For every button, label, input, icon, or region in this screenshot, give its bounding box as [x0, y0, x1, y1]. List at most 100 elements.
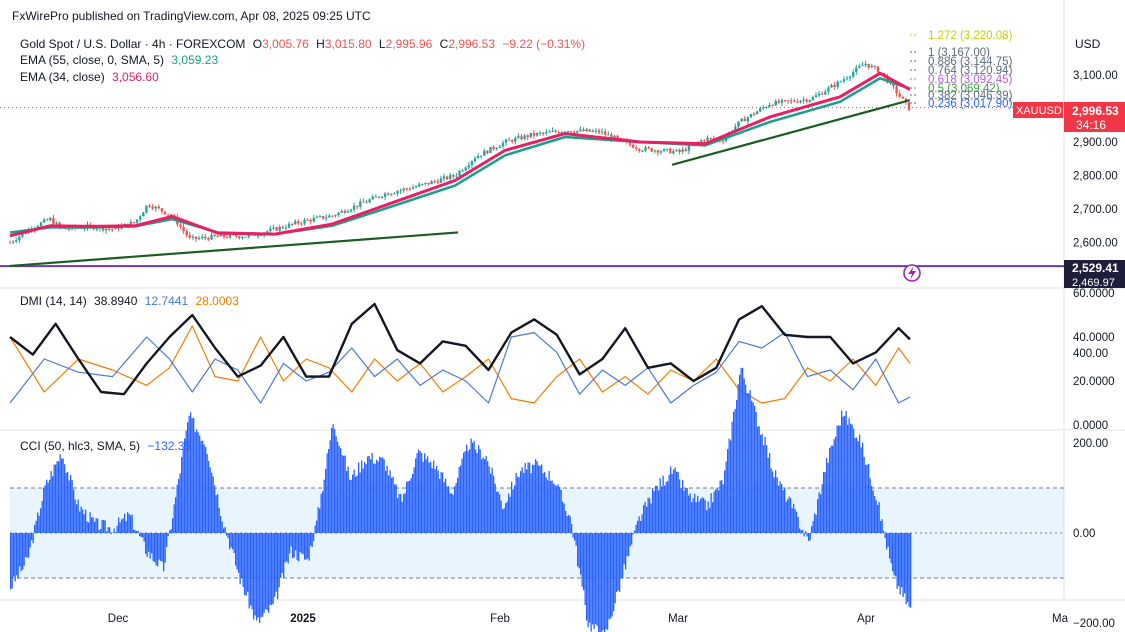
cci-bar — [41, 500, 43, 533]
candle — [895, 84, 898, 97]
candle — [213, 234, 216, 237]
cci-bar — [82, 509, 84, 533]
cci-bar — [521, 467, 523, 533]
candle — [631, 142, 635, 149]
cci-bar — [650, 503, 652, 533]
cci-bar — [76, 504, 78, 533]
trendline[interactable] — [671, 99, 911, 166]
ema34-line[interactable] — [9, 71, 911, 238]
cci-bar — [688, 495, 690, 533]
cci-bar — [793, 503, 795, 533]
cci-bar — [335, 436, 337, 533]
price-axis-tick: 3,100.00 — [1073, 70, 1118, 82]
cci-bar — [391, 477, 393, 533]
cci-bar — [176, 484, 178, 533]
cci-bar — [340, 448, 342, 533]
cci-axis-tick: 200.00 — [1073, 438, 1108, 450]
cci-bar — [29, 533, 31, 548]
dmi-adx-line[interactable] — [9, 302, 911, 396]
cci-bar — [142, 533, 144, 538]
cci-bar — [796, 511, 798, 533]
cci-bar — [469, 449, 471, 533]
cci-bar — [389, 470, 391, 533]
candle — [281, 225, 284, 230]
cci-bar — [361, 460, 363, 533]
trendline[interactable] — [9, 231, 459, 268]
cci-bar — [371, 453, 373, 533]
dmi-pane[interactable] — [9, 302, 911, 404]
cci-bar — [68, 480, 70, 533]
currency-label[interactable]: USD — [1075, 37, 1101, 51]
cci-bar — [503, 508, 505, 533]
cci-bar — [500, 500, 502, 533]
cci-bar — [620, 533, 622, 579]
cci-bar — [797, 516, 799, 533]
cci-bar — [317, 506, 319, 533]
cci-bar — [701, 497, 703, 533]
dmi-minus-di-line[interactable] — [9, 325, 911, 404]
symbol-legend[interactable]: Gold Spot / U.S. Dollar · 4h · FOREXCOM … — [20, 37, 585, 51]
cci-bar — [388, 475, 390, 533]
cci-bar — [547, 480, 549, 533]
cci-pane[interactable] — [10, 367, 1064, 632]
cci-bar — [263, 533, 265, 613]
cci-bar — [683, 490, 685, 533]
candle — [662, 148, 666, 152]
time-axis[interactable]: Dec 2025 Feb Mar Apr Ma — [108, 613, 1069, 625]
ema55-legend[interactable]: EMA (55, close, 0, SMA, 5) 3,059.23 — [20, 53, 218, 67]
cci-bar — [625, 533, 627, 570]
cci-bar — [874, 496, 876, 533]
cci-bar — [619, 533, 621, 592]
cci-bar — [907, 533, 909, 603]
cci-bar — [524, 462, 526, 533]
candle — [848, 75, 852, 82]
candle — [805, 98, 808, 104]
dmi-plus-di-line[interactable] — [9, 332, 911, 404]
cci-bar — [725, 461, 727, 533]
cci-legend[interactable]: CCI (50, hlc3, SMA, 5) −132.35 — [20, 439, 191, 453]
candle — [49, 216, 52, 222]
cci-bar — [593, 533, 595, 629]
cci-bar — [881, 519, 883, 533]
cci-bar — [745, 384, 747, 533]
cci-bar — [58, 461, 60, 533]
cci-bar — [595, 533, 597, 624]
cci-bar — [200, 441, 202, 533]
candle — [650, 147, 653, 153]
cci-bar — [215, 495, 217, 533]
cci-bar — [376, 459, 378, 533]
cci-bar — [427, 456, 429, 533]
dmi-legend[interactable]: DMI (14, 14) 38.8940 12.7441 28.0003 — [20, 294, 239, 308]
time-axis-tick: Mar — [668, 613, 688, 625]
cci-bar — [13, 533, 15, 577]
cci-bar — [97, 518, 99, 533]
cci-bar — [700, 498, 702, 533]
cci-bar — [445, 478, 447, 533]
candle — [436, 178, 439, 185]
cci-bar — [749, 390, 751, 533]
fib-level-label: 1 (3,167.00) — [928, 47, 990, 59]
ema34-legend[interactable]: EMA (34, close) 3,056.60 — [20, 70, 159, 84]
cci-bar — [239, 533, 241, 585]
candle — [486, 150, 489, 155]
lightning-alert-icon[interactable] — [903, 264, 921, 282]
candle — [814, 92, 818, 98]
cci-bar — [631, 533, 633, 545]
price-axis-tick: 2,600.00 — [1073, 238, 1118, 250]
price-axis[interactable]: 3,100.003,000.002,900.002,800.002,700.00… — [1073, 70, 1118, 630]
cci-bar — [572, 533, 574, 538]
cci-bar — [256, 533, 258, 621]
cci-bar — [206, 453, 208, 533]
cci-bar — [319, 508, 321, 533]
cci-bar — [422, 461, 424, 533]
candle — [635, 144, 638, 152]
candle — [8, 240, 12, 244]
price-pane[interactable] — [0, 60, 1064, 268]
cci-bar — [637, 520, 639, 533]
cci-bar — [398, 494, 400, 533]
candle — [656, 149, 660, 156]
candle — [796, 98, 799, 104]
cci-bar — [613, 533, 615, 612]
cci-bar — [344, 455, 346, 533]
